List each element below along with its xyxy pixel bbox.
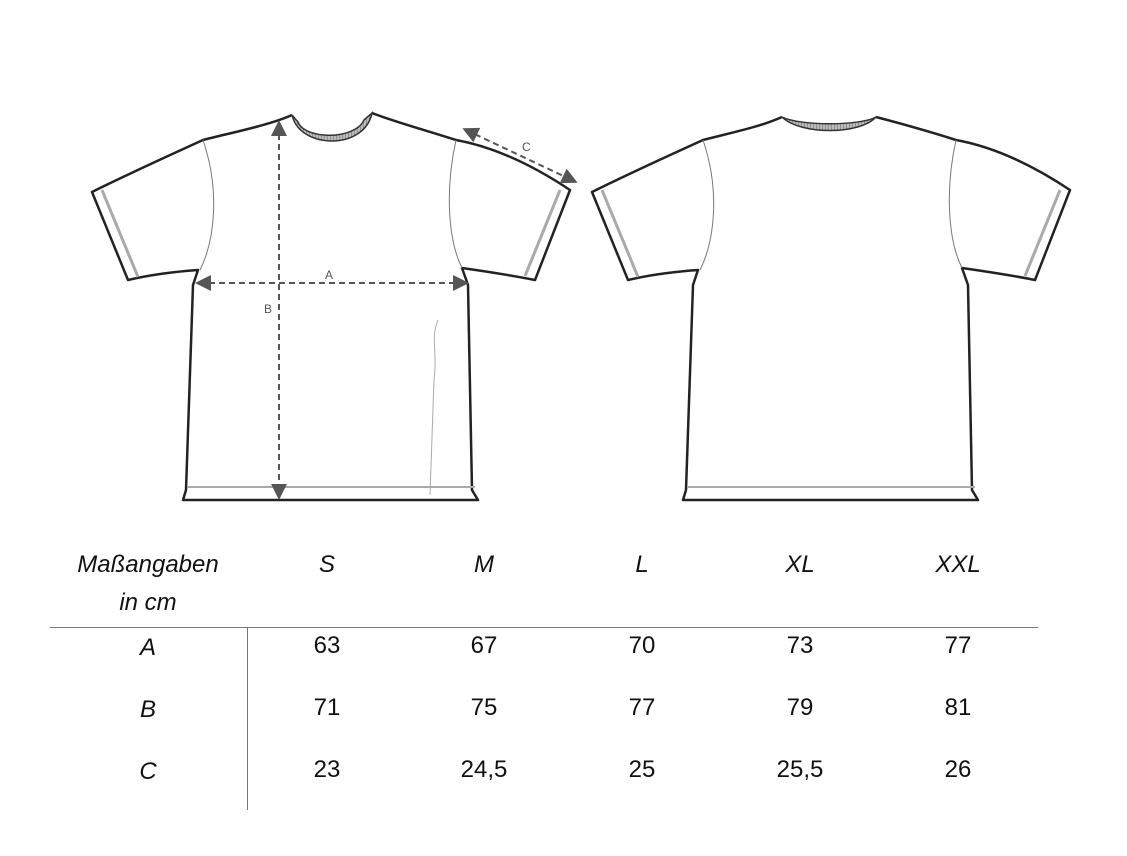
front-collar [291,111,374,142]
cell-b-m: 75 [470,694,498,721]
cell-b-xl: 79 [786,694,814,721]
row-label-c: C [139,758,157,785]
cell-c-s: 23 [313,756,341,783]
cell-a-s: 63 [313,632,341,659]
cell-a-l: 70 [628,632,656,659]
label-a: A [325,268,333,282]
row-label-b: B [139,696,157,723]
cell-c-m: 24,5 [460,756,508,783]
cell-c-l: 25 [628,756,656,783]
front-shirt-outline [90,111,572,502]
header-divider [50,627,1038,628]
label-b: B [264,302,272,316]
cell-b-xxl: 81 [944,694,972,721]
cell-b-l: 77 [628,694,656,721]
back-shirt-outline [590,115,1072,502]
cell-b-s: 71 [313,694,341,721]
tshirt-diagram: A B C [90,111,1072,502]
size-header-m: M [474,551,494,578]
cell-c-xl: 25,5 [776,756,824,783]
size-header-xl: XL [785,551,815,578]
header-label-line2: in cm [119,589,177,616]
cell-a-xxl: 77 [944,632,972,659]
row-label-a: A [139,634,157,661]
header-label-line1: Maßangaben [77,551,219,578]
cell-a-m: 67 [470,632,498,659]
size-header-s: S [318,551,336,578]
size-header-l: L [635,551,649,578]
back-collar [781,116,877,132]
size-header-xxl: XXL [935,551,981,578]
back-view [590,115,1072,502]
cell-c-xxl: 26 [944,756,972,783]
label-c: C [522,140,531,154]
column-divider [247,627,248,810]
cell-a-xl: 73 [786,632,814,659]
front-view: A B C [90,111,578,502]
